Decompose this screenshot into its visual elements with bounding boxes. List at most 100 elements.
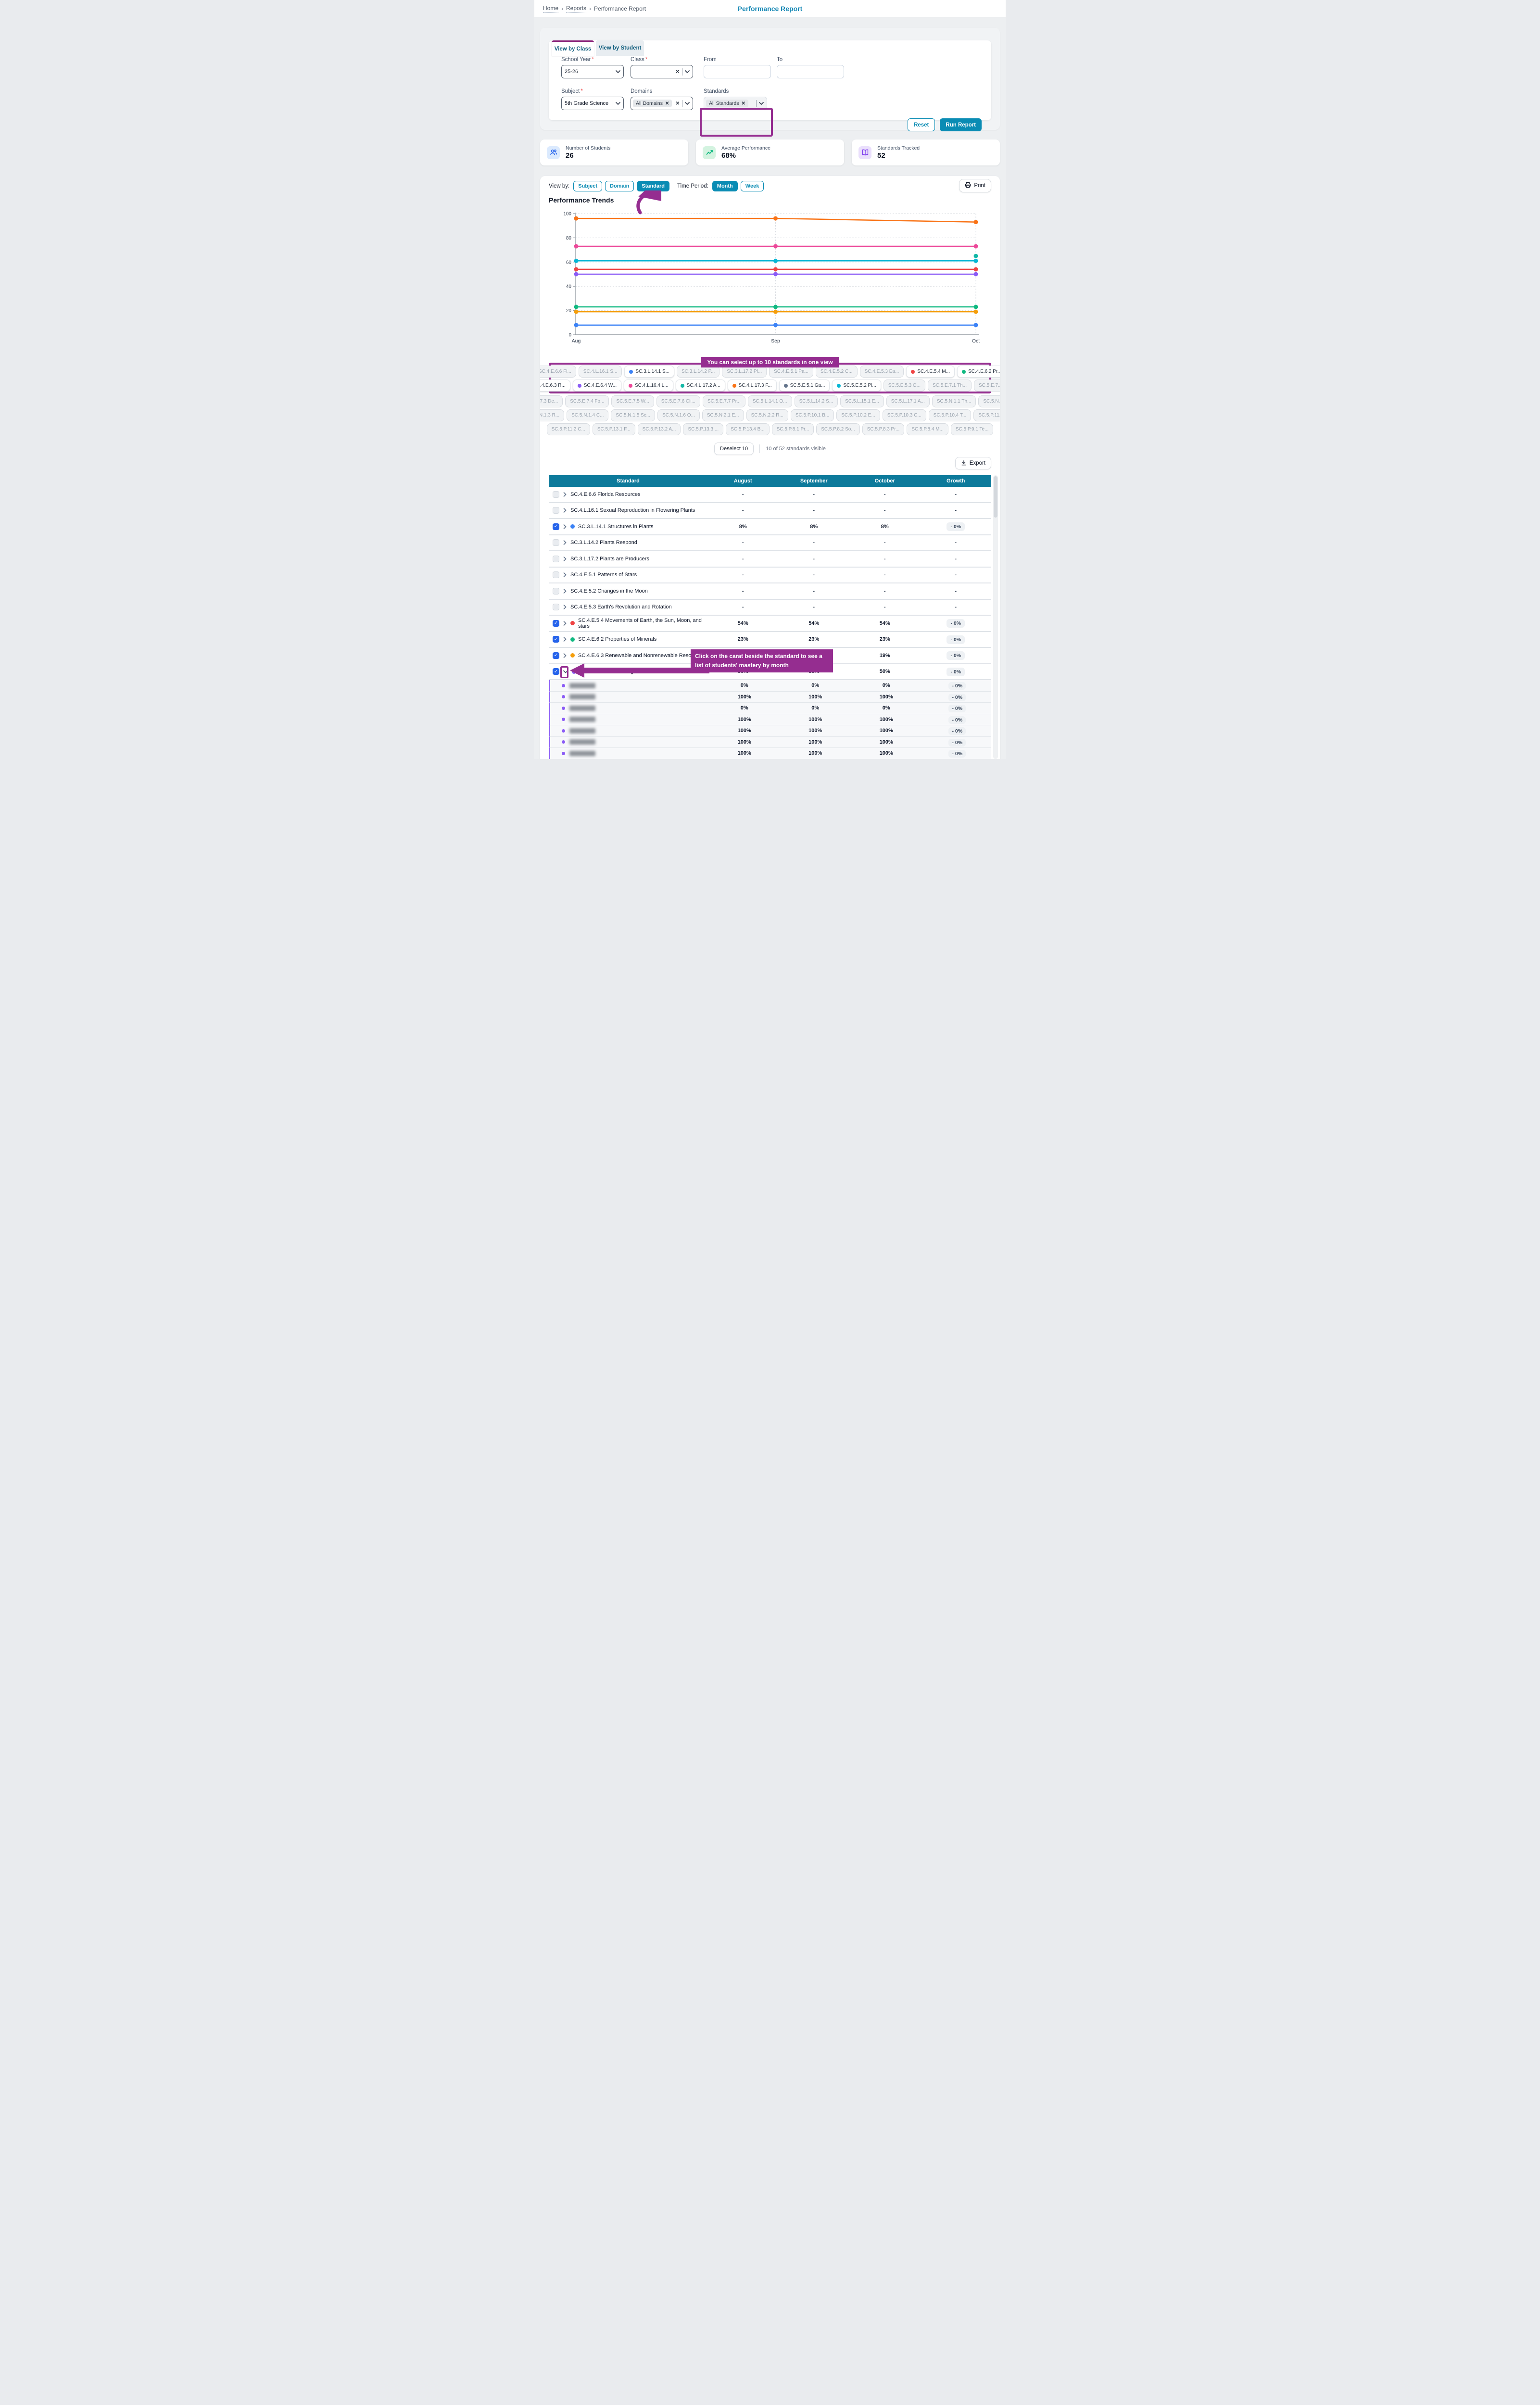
series-point-SC.4.E.6.3[interactable] <box>574 310 579 314</box>
standard-chip[interactable]: SC.4.L.16.1 S... <box>579 366 622 378</box>
school-year-select[interactable]: 25-26 <box>561 65 624 78</box>
standard-chip[interactable]: SC.5.E.5.2 Pl... <box>832 380 881 392</box>
series-point-SC.4.E.5.4[interactable] <box>574 267 579 271</box>
series-point-SC.4.E.6.4[interactable] <box>773 272 778 277</box>
tab-view-by-class[interactable]: View by Class <box>552 40 594 56</box>
table-scrollbar[interactable] <box>993 475 998 759</box>
table-row[interactable]: SC.4.E.5.1 Patterns of Stars---- <box>549 568 991 584</box>
clear-icon[interactable]: ✕ <box>676 69 680 75</box>
student-row[interactable]: 100%100%100%- 0% <box>549 725 991 737</box>
domains-chip[interactable]: All Domains✕ <box>633 100 672 107</box>
standard-chip[interactable]: SC.5.E.7.2 Th... <box>974 380 1000 392</box>
standard-chip[interactable]: SC.4.E.6.3 R... <box>540 380 570 392</box>
from-input[interactable] <box>704 65 771 78</box>
standard-chip[interactable]: SC.5.E.7.6 Cli... <box>656 395 700 407</box>
series-point-SC.4.E.5.4[interactable] <box>773 267 778 271</box>
view-by-standard-button[interactable]: Standard <box>637 181 669 191</box>
time-period-month-button[interactable]: Month <box>712 181 738 191</box>
series-point-SC.4.L.17.2[interactable] <box>974 254 978 258</box>
standard-chip[interactable]: SC.4.L.17.2 A... <box>676 380 725 392</box>
to-input[interactable] <box>777 65 844 78</box>
student-row[interactable]: 100%100%100%- 0% <box>549 737 991 748</box>
standard-chip[interactable]: SC.5.L.15.1 E... <box>840 395 884 407</box>
table-row[interactable]: SC.3.L.17.2 Plants are Producers---- <box>549 551 991 568</box>
table-row[interactable]: SC.4.E.6.6 Florida Resources---- <box>549 487 991 503</box>
class-select[interactable]: ✕ <box>631 65 693 78</box>
chevron-right-icon[interactable] <box>563 492 567 497</box>
table-row[interactable]: ✓SC.4.E.5.4 Movements of Earth, the Sun,… <box>549 616 991 632</box>
series-point-SC.4.L.16.4[interactable] <box>773 244 778 249</box>
domains-select[interactable]: All Domains✕ ✕ <box>631 97 693 110</box>
series-point-SC.3.L.14.1[interactable] <box>773 323 778 327</box>
row-checkbox[interactable] <box>553 507 559 514</box>
standards-chip[interactable]: All Standards✕ <box>706 100 748 107</box>
standard-chip[interactable]: SC.4.E.6.4 W... <box>573 380 621 392</box>
table-row[interactable]: SC.4.E.5.3 Earth's Revolution and Rotati… <box>549 600 991 616</box>
row-checkbox[interactable]: ✓ <box>553 668 559 675</box>
chevron-right-icon[interactable] <box>563 636 567 642</box>
chevron-right-icon[interactable] <box>563 507 567 513</box>
standard-chip[interactable]: SC.5.N.1.3 R... <box>540 409 564 421</box>
row-checkbox[interactable] <box>553 588 559 595</box>
standards-select[interactable]: All Standards✕ <box>704 97 767 110</box>
time-period-week-button[interactable]: Week <box>741 181 764 191</box>
chevron-right-icon[interactable] <box>563 620 567 626</box>
standard-chip[interactable]: SC.5.E.5.1 Ga... <box>779 380 830 392</box>
table-row[interactable]: SC.3.L.14.2 Plants Respond---- <box>549 535 991 552</box>
chevron-right-icon[interactable] <box>563 588 567 594</box>
row-checkbox[interactable]: ✓ <box>553 523 559 530</box>
standard-chip[interactable]: SC.5.L.17.1 A... <box>886 395 930 407</box>
view-by-subject-button[interactable]: Subject <box>573 181 602 191</box>
subject-select[interactable]: 5th Grade Science SS... <box>561 97 624 110</box>
standard-chip[interactable]: SC.5.P.9.1 Te... <box>951 423 994 435</box>
row-checkbox[interactable] <box>553 556 559 562</box>
print-button[interactable]: Print <box>959 179 991 192</box>
standard-chip[interactable]: SC.4.E.5.4 M... <box>906 366 955 378</box>
standard-chip[interactable]: SC.5.E.7.5 W... <box>611 395 654 407</box>
student-row[interactable]: 0%0%0%- 0% <box>549 680 991 692</box>
series-point-SC.4.E.6.2[interactable] <box>773 305 778 309</box>
chevron-right-icon[interactable] <box>563 556 567 562</box>
row-checkbox[interactable] <box>553 571 559 578</box>
standard-chip[interactable]: SC.5.N.1.6 O... <box>657 409 700 421</box>
standard-chip[interactable]: SC.4.E.5.3 Ea... <box>860 366 904 378</box>
standard-chip[interactable]: SC.5.P.10.1 B... <box>791 409 834 421</box>
standard-chip[interactable]: SC.3.L.14.1 S... <box>624 366 674 378</box>
standard-chip[interactable]: SC.4.E.6.2 Pr... <box>957 366 1000 378</box>
chevron-right-icon[interactable] <box>563 604 567 610</box>
standard-chip[interactable]: SC.5.N.1.5 Sc... <box>611 409 655 421</box>
standard-chip[interactable]: SC.5.E.7.1 Th... <box>928 380 972 392</box>
standard-chip[interactable]: SC.5.N.2.1 E... <box>702 409 744 421</box>
student-row[interactable]: 0%0%0%- 0% <box>549 703 991 714</box>
chevron-down-icon[interactable] <box>563 670 568 674</box>
series-point-SC.4.E.6.2[interactable] <box>574 305 579 309</box>
row-checkbox[interactable] <box>553 539 559 546</box>
student-row[interactable]: 100%100%100%- 0% <box>549 692 991 703</box>
clear-icon[interactable]: ✕ <box>676 101 680 106</box>
standard-chip[interactable]: SC.5.P.11.2 C... <box>547 423 590 435</box>
standard-chip[interactable]: SC.5.E.5.3 O... <box>884 380 925 392</box>
standard-chip[interactable]: SC.5.P.10.3 C... <box>883 409 926 421</box>
standard-chip[interactable]: SC.5.L.14.1 O... <box>748 395 792 407</box>
standard-chip[interactable]: SC.4.L.16.4 L... <box>624 380 673 392</box>
row-checkbox[interactable] <box>553 604 559 610</box>
standard-chip[interactable]: SC.5.N.2.2 R... <box>746 409 788 421</box>
series-point-SC.4.L.16.4[interactable] <box>974 244 978 249</box>
table-row[interactable]: ✓SC.3.L.14.1 Structures in Plants8%8%8%-… <box>549 519 991 535</box>
standard-chip[interactable]: SC.5.E.7.4 Fo... <box>565 395 609 407</box>
row-checkbox[interactable]: ✓ <box>553 620 559 627</box>
row-checkbox[interactable]: ✓ <box>553 652 559 659</box>
standard-chip[interactable]: SC.5.N.1.4 C... <box>567 409 608 421</box>
series-point-SC.3.L.14.1[interactable] <box>974 323 978 327</box>
series-point-SC.4.L.17.3[interactable] <box>974 220 978 224</box>
row-checkbox[interactable]: ✓ <box>553 636 559 643</box>
standard-chip[interactable]: SC.5.N.1.1 Th... <box>932 395 976 407</box>
student-row[interactable]: 100%100%100%- 0% <box>549 748 991 759</box>
tab-view-by-student[interactable]: View by Student <box>596 40 644 56</box>
run-report-button[interactable]: Run Report <box>940 118 982 131</box>
reset-button[interactable]: Reset <box>908 118 935 131</box>
standard-chip[interactable]: SC.5.P.8.3 Pr... <box>862 423 905 435</box>
deselect-button[interactable]: Deselect 10 <box>714 443 754 455</box>
series-point-SC.4.E.6.3[interactable] <box>773 310 778 314</box>
standard-chip[interactable]: SC.5.P.13.2 A... <box>638 423 681 435</box>
